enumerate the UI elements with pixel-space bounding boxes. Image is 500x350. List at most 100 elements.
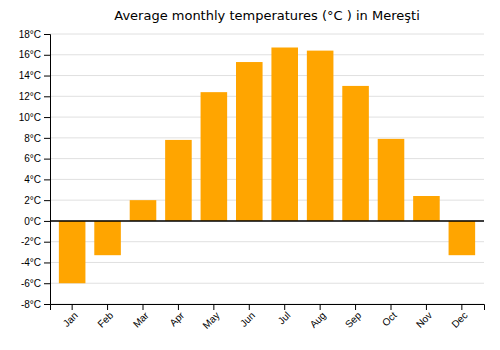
zero-line <box>50 220 484 222</box>
x-tick-label: Oct <box>380 310 399 329</box>
y-tick: 6°C <box>24 153 50 164</box>
grid-line <box>50 96 484 97</box>
y-tick: -6°C <box>21 278 50 289</box>
grid-line <box>50 283 484 284</box>
bar <box>449 221 476 255</box>
y-tick-mark <box>44 117 50 118</box>
x-tick-mark <box>107 304 108 310</box>
x-tick-label: Apr <box>167 309 186 328</box>
y-tick-mark <box>44 304 50 305</box>
bar <box>271 48 298 221</box>
y-tick-mark <box>44 283 50 284</box>
x-tick: Jun <box>238 304 257 329</box>
bar <box>59 221 86 283</box>
x-tick-mark <box>213 304 214 310</box>
y-tick-label: -4°C <box>21 257 41 268</box>
y-tick-label: 6°C <box>24 153 41 164</box>
x-tick-label: Aug <box>308 310 328 330</box>
y-tick: -4°C <box>21 257 50 268</box>
y-tick-mark <box>44 55 50 56</box>
bar <box>413 196 440 221</box>
x-tick: Mar <box>131 304 151 330</box>
y-tick-label: -2°C <box>21 236 41 247</box>
grid-line <box>50 34 484 35</box>
y-tick-label: 16°C <box>19 49 41 60</box>
y-tick-mark <box>44 242 50 243</box>
bar <box>130 200 157 221</box>
grid-line <box>50 54 484 55</box>
x-tick-mark <box>143 304 144 310</box>
y-tick-mark <box>44 262 50 263</box>
chart: -8°C -6°C -4°C -2°C 0°C 2°C 4°C 6°C 8°C 10°C 12°C 1… <box>0 0 500 350</box>
bar <box>342 86 369 221</box>
x-tick: Dec <box>449 304 469 330</box>
x-tick-label: Jun <box>238 310 257 329</box>
x-tick: Aug <box>308 304 328 330</box>
x-tick-label: May <box>200 310 221 331</box>
plot: -8°C -6°C -4°C -2°C 0°C 2°C 4°C 6°C 8°C 10°C 12°C 1… <box>19 29 485 331</box>
grid <box>50 34 484 304</box>
x-tick: Oct <box>380 304 399 328</box>
y-tick-label: 10°C <box>19 112 41 123</box>
x-tick-label: Jan <box>61 310 80 329</box>
y-tick-label: -6°C <box>21 278 41 289</box>
x-tick-mark <box>461 304 462 310</box>
y-tick: 18°C <box>19 29 50 40</box>
x-tick-label: Sep <box>343 309 364 330</box>
y-tick: 4°C <box>24 174 50 185</box>
y-axis: -8°C -6°C -4°C -2°C 0°C 2°C 4°C 6°C 8°C 10°C 12°C 1… <box>19 29 51 310</box>
y-tick: 10°C <box>19 112 50 123</box>
y-tick-label: 2°C <box>24 195 41 206</box>
y-tick-label: -8°C <box>21 299 41 310</box>
y-tick: 2°C <box>24 195 50 206</box>
x-tick: Feb <box>95 304 115 330</box>
x-tick: Jul <box>276 304 293 326</box>
y-tick: 8°C <box>24 133 50 144</box>
x-tick-mark <box>355 304 356 310</box>
x-tick-mark <box>72 304 73 310</box>
x-tick: Apr <box>167 304 186 328</box>
bar <box>307 51 334 221</box>
y-tick-label: 8°C <box>24 133 41 144</box>
x-tick-label: Mar <box>131 309 151 329</box>
y-tick-mark <box>44 179 50 180</box>
bars <box>59 48 475 284</box>
y-tick: -8°C <box>21 299 50 310</box>
y-tick-mark <box>44 34 50 35</box>
y-tick: -2°C <box>21 236 50 247</box>
x-axis: Jan Feb Mar Apr May Jun Jul Aug Sep Oct Nov Dec <box>51 304 485 331</box>
y-tick-mark <box>44 159 50 160</box>
y-tick-label: 14°C <box>19 70 41 81</box>
bar <box>165 140 192 221</box>
y-tick-mark <box>44 138 50 139</box>
y-tick: 12°C <box>19 91 50 102</box>
x-tick: Nov <box>414 304 434 330</box>
bar <box>94 221 121 255</box>
y-tick: 14°C <box>19 70 50 81</box>
y-tick-mark <box>44 221 50 222</box>
y-tick-label: 12°C <box>19 91 41 102</box>
x-tick-label: Nov <box>414 310 434 330</box>
y-tick-mark <box>44 200 50 201</box>
y-tick-mark <box>44 96 50 97</box>
x-tick: Jan <box>61 304 80 329</box>
x-axis-line <box>51 305 485 311</box>
y-tick: 0°C <box>24 216 50 227</box>
bar <box>236 62 263 221</box>
y-tick-label: 4°C <box>24 174 41 185</box>
grid-line <box>50 75 484 76</box>
x-tick-mark <box>178 304 179 310</box>
grid-line <box>50 220 484 221</box>
grid-line <box>50 179 484 180</box>
y-tick-label: 0°C <box>24 216 41 227</box>
x-tick-mark <box>320 304 321 310</box>
x-tick-mark <box>391 304 392 310</box>
x-tick: Sep <box>343 304 364 330</box>
bar <box>201 92 228 221</box>
y-axis-line <box>44 35 51 305</box>
x-tick: May <box>200 304 221 331</box>
x-tick-mark <box>426 304 427 310</box>
x-tick-label: Dec <box>449 310 469 330</box>
y-tick: 16°C <box>19 49 50 60</box>
y-tick-label: 18°C <box>19 29 41 40</box>
